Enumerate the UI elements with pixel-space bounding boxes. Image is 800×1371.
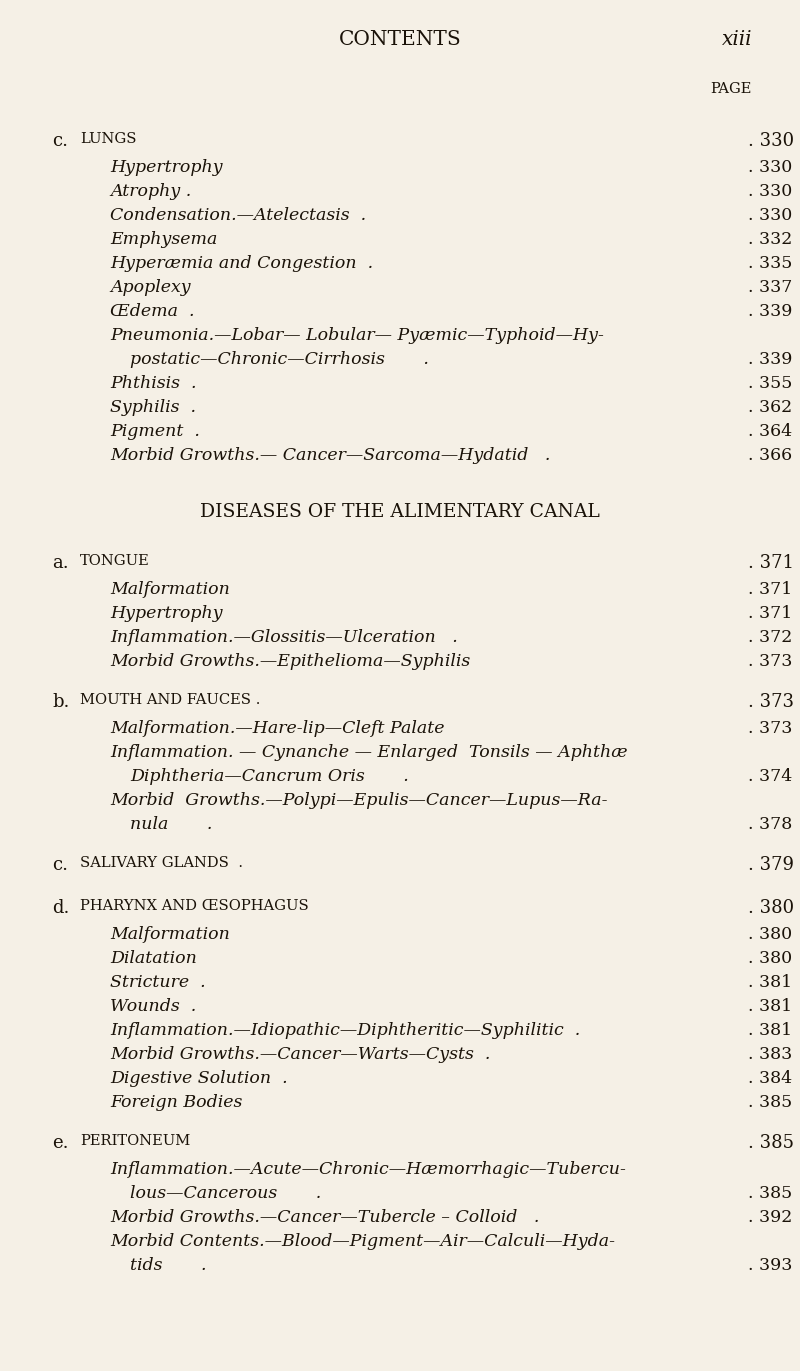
- Text: . 330: . 330: [748, 159, 792, 175]
- Text: Œdema  .: Œdema .: [110, 303, 194, 319]
- Text: Diphtheria—Cancrum Oris       .: Diphtheria—Cancrum Oris .: [130, 768, 409, 786]
- Text: . 374: . 374: [748, 768, 792, 786]
- Text: Inflammation.—Acute—Chronic—Hæmorrhagic—Tubercu-: Inflammation.—Acute—Chronic—Hæmorrhagic—…: [110, 1161, 626, 1178]
- Text: Malformation.—Hare-lip—Cleft Palate: Malformation.—Hare-lip—Cleft Palate: [110, 720, 445, 738]
- Text: . 385: . 385: [748, 1134, 794, 1152]
- Text: postatic—Chronic—Cirrhosis       .: postatic—Chronic—Cirrhosis .: [130, 351, 429, 367]
- Text: b.: b.: [52, 692, 70, 712]
- Text: PHARYNX AND ŒSOPHAGUS: PHARYNX AND ŒSOPHAGUS: [80, 899, 309, 913]
- Text: DISEASES OF THE ALIMENTARY CANAL: DISEASES OF THE ALIMENTARY CANAL: [200, 503, 600, 521]
- Text: Phthisis  .: Phthisis .: [110, 376, 197, 392]
- Text: Hypertrophy: Hypertrophy: [110, 159, 222, 175]
- Text: . 379: . 379: [748, 856, 794, 873]
- Text: . 385: . 385: [748, 1094, 792, 1111]
- Text: PERITONEUM: PERITONEUM: [80, 1134, 190, 1148]
- Text: Digestive Solution  .: Digestive Solution .: [110, 1069, 288, 1087]
- Text: Syphilis  .: Syphilis .: [110, 399, 196, 415]
- Text: . 380: . 380: [748, 899, 794, 917]
- Text: . 364: . 364: [748, 424, 792, 440]
- Text: Malformation: Malformation: [110, 581, 230, 598]
- Text: Morbid Growths.—Cancer—Warts—Cysts  .: Morbid Growths.—Cancer—Warts—Cysts .: [110, 1046, 490, 1063]
- Text: . 381: . 381: [748, 973, 792, 991]
- Text: . 378: . 378: [748, 816, 792, 834]
- Text: . 366: . 366: [748, 447, 792, 463]
- Text: Inflammation. — Cynanche — Enlarged  Tonsils — Aphthæ: Inflammation. — Cynanche — Enlarged Tons…: [110, 744, 628, 761]
- Text: Emphysema: Emphysema: [110, 230, 218, 248]
- Text: . 339: . 339: [748, 351, 792, 367]
- Text: Dilatation: Dilatation: [110, 950, 197, 967]
- Text: Pigment  .: Pigment .: [110, 424, 200, 440]
- Text: tids       .: tids .: [130, 1257, 206, 1274]
- Text: . 381: . 381: [748, 998, 792, 1015]
- Text: . 371: . 371: [748, 554, 794, 572]
- Text: . 373: . 373: [748, 653, 792, 670]
- Text: c.: c.: [52, 132, 68, 149]
- Text: Malformation: Malformation: [110, 925, 230, 943]
- Text: Inflammation.—Glossitis—Ulceration   .: Inflammation.—Glossitis—Ulceration .: [110, 629, 458, 646]
- Text: . 392: . 392: [748, 1209, 792, 1226]
- Text: . 332: . 332: [748, 230, 792, 248]
- Text: Condensation.—Atelectasis  .: Condensation.—Atelectasis .: [110, 207, 366, 223]
- Text: . 371: . 371: [748, 605, 792, 622]
- Text: . 385: . 385: [748, 1185, 792, 1202]
- Text: . 371: . 371: [748, 581, 792, 598]
- Text: Atrophy .: Atrophy .: [110, 182, 191, 200]
- Text: MOUTH AND FAUCES .: MOUTH AND FAUCES .: [80, 692, 260, 707]
- Text: . 330: . 330: [748, 207, 792, 223]
- Text: . 335: . 335: [748, 255, 792, 271]
- Text: a.: a.: [52, 554, 69, 572]
- Text: . 330: . 330: [748, 182, 792, 200]
- Text: Morbid Growths.—Cancer—Tubercle – Colloid   .: Morbid Growths.—Cancer—Tubercle – Colloi…: [110, 1209, 539, 1226]
- Text: . 372: . 372: [748, 629, 792, 646]
- Text: Foreign Bodies: Foreign Bodies: [110, 1094, 242, 1111]
- Text: . 355: . 355: [748, 376, 792, 392]
- Text: Pneumonia.—Lobar— Lobular— Pyæmic—Typhoid—Hy-: Pneumonia.—Lobar— Lobular— Pyæmic—Typhoi…: [110, 328, 604, 344]
- Text: lous—Cancerous       .: lous—Cancerous .: [130, 1185, 322, 1202]
- Text: . 383: . 383: [748, 1046, 792, 1063]
- Text: e.: e.: [52, 1134, 69, 1152]
- Text: Wounds  .: Wounds .: [110, 998, 196, 1015]
- Text: . 384: . 384: [748, 1069, 792, 1087]
- Text: . 380: . 380: [748, 950, 792, 967]
- Text: . 362: . 362: [748, 399, 792, 415]
- Text: . 381: . 381: [748, 1021, 792, 1039]
- Text: nula       .: nula .: [130, 816, 212, 834]
- Text: . 373: . 373: [748, 720, 792, 738]
- Text: Hyperæmia and Congestion  .: Hyperæmia and Congestion .: [110, 255, 373, 271]
- Text: Inflammation.—Idiopathic—Diphtheritic—Syphilitic  .: Inflammation.—Idiopathic—Diphtheritic—Sy…: [110, 1021, 580, 1039]
- Text: Stricture  .: Stricture .: [110, 973, 206, 991]
- Text: . 393: . 393: [748, 1257, 792, 1274]
- Text: . 339: . 339: [748, 303, 792, 319]
- Text: Hypertrophy: Hypertrophy: [110, 605, 222, 622]
- Text: CONTENTS: CONTENTS: [338, 30, 462, 49]
- Text: PAGE: PAGE: [710, 82, 752, 96]
- Text: c.: c.: [52, 856, 68, 873]
- Text: LUNGS: LUNGS: [80, 132, 137, 145]
- Text: Apoplexy: Apoplexy: [110, 280, 190, 296]
- Text: Morbid Contents.—Blood—Pigment—Air—Calculi—Hyda-: Morbid Contents.—Blood—Pigment—Air—Calcu…: [110, 1233, 615, 1250]
- Text: . 380: . 380: [748, 925, 792, 943]
- Text: Morbid Growths.— Cancer—Sarcoma—Hydatid   .: Morbid Growths.— Cancer—Sarcoma—Hydatid …: [110, 447, 550, 463]
- Text: d.: d.: [52, 899, 70, 917]
- Text: . 373: . 373: [748, 692, 794, 712]
- Text: xiii: xiii: [722, 30, 752, 49]
- Text: Morbid Growths.—Epithelioma—Syphilis: Morbid Growths.—Epithelioma—Syphilis: [110, 653, 470, 670]
- Text: . 330: . 330: [748, 132, 794, 149]
- Text: . 337: . 337: [748, 280, 792, 296]
- Text: TONGUE: TONGUE: [80, 554, 150, 568]
- Text: Morbid  Growths.—Polypi—Epulis—Cancer—Lupus—Ra-: Morbid Growths.—Polypi—Epulis—Cancer—Lup…: [110, 792, 607, 809]
- Text: SALIVARY GLANDS  .: SALIVARY GLANDS .: [80, 856, 243, 871]
